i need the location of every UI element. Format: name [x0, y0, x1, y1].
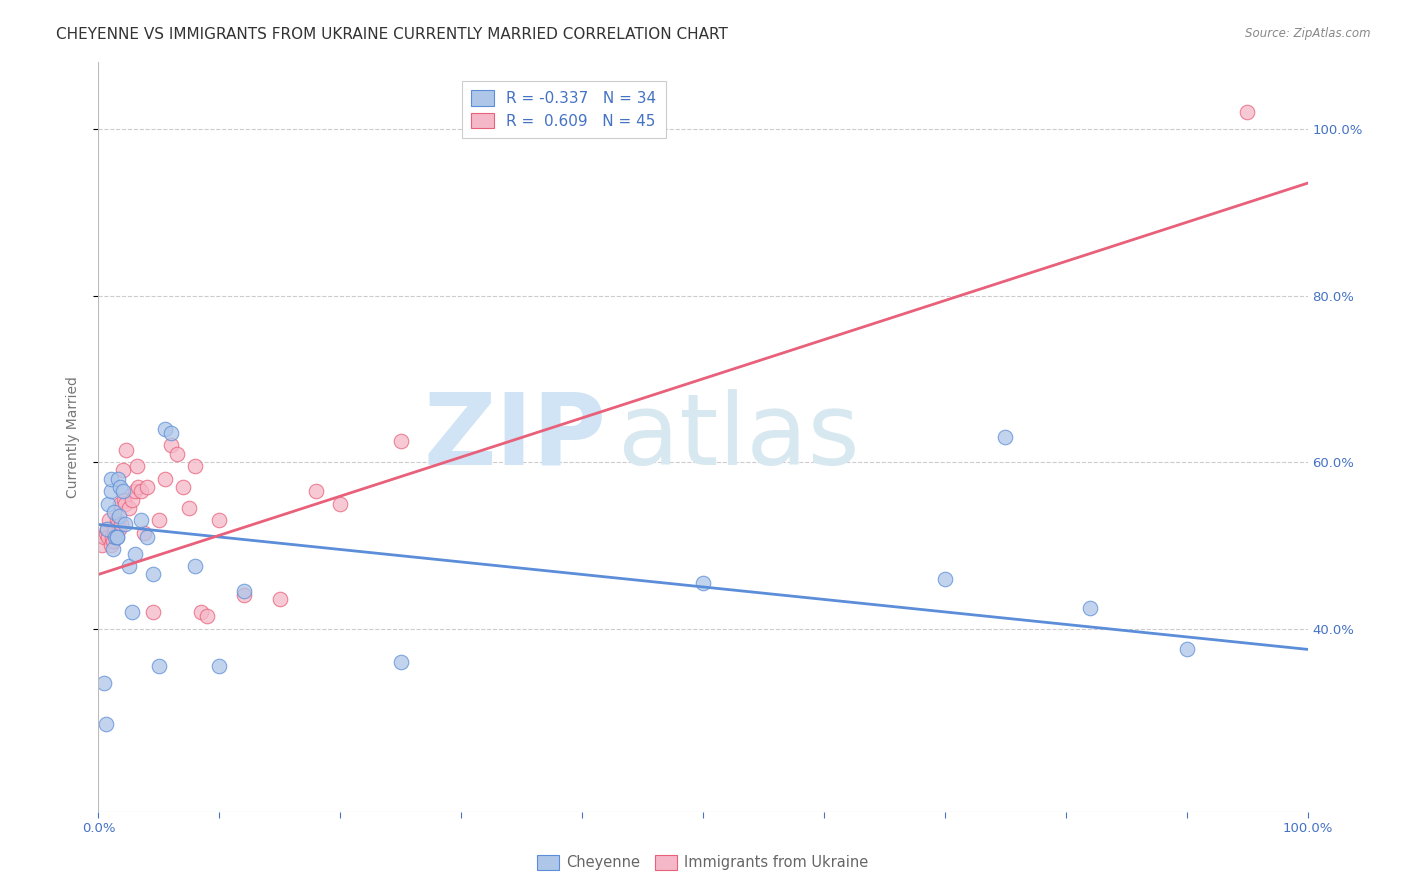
- Legend: Cheyenne, Immigrants from Ukraine: Cheyenne, Immigrants from Ukraine: [531, 848, 875, 876]
- Legend: R = -0.337   N = 34, R =  0.609   N = 45: R = -0.337 N = 34, R = 0.609 N = 45: [463, 81, 666, 137]
- Point: [153, 422, 176, 436]
- Point: [129, 484, 152, 499]
- Point: [103, 505, 125, 519]
- Point: [934, 572, 956, 586]
- Point: [105, 530, 128, 544]
- Point: [110, 517, 132, 532]
- Point: [232, 588, 254, 602]
- Point: [142, 567, 165, 582]
- Point: [389, 434, 412, 449]
- Point: [160, 425, 183, 440]
- Point: [94, 525, 117, 540]
- Point: [114, 497, 136, 511]
- Point: [118, 500, 141, 515]
- Point: [166, 447, 188, 461]
- Point: [1078, 600, 1101, 615]
- Point: [124, 547, 146, 561]
- Point: [179, 500, 201, 515]
- Point: [1236, 105, 1258, 120]
- Text: CHEYENNE VS IMMIGRANTS FROM UKRAINE CURRENTLY MARRIED CORRELATION CHART: CHEYENNE VS IMMIGRANTS FROM UKRAINE CURR…: [56, 27, 728, 42]
- Point: [134, 525, 156, 540]
- Point: [127, 480, 149, 494]
- Point: [107, 472, 129, 486]
- Point: [184, 559, 207, 574]
- Point: [160, 438, 183, 452]
- Point: [100, 530, 122, 544]
- Point: [148, 659, 170, 673]
- Point: [96, 522, 118, 536]
- Point: [93, 675, 115, 690]
- Point: [135, 480, 157, 494]
- Point: [129, 513, 152, 527]
- Point: [389, 655, 412, 669]
- Point: [148, 513, 170, 527]
- Point: [232, 584, 254, 599]
- Point: [692, 575, 714, 590]
- Point: [100, 484, 122, 499]
- Point: [104, 530, 127, 544]
- Point: [135, 530, 157, 544]
- Point: [142, 605, 165, 619]
- Point: [108, 509, 131, 524]
- Point: [103, 525, 125, 540]
- Point: [105, 513, 128, 527]
- Text: ZIP: ZIP: [423, 389, 606, 485]
- Point: [100, 538, 122, 552]
- Point: [108, 480, 131, 494]
- Point: [208, 513, 231, 527]
- Text: Source: ZipAtlas.com: Source: ZipAtlas.com: [1246, 27, 1371, 40]
- Point: [100, 472, 122, 486]
- Point: [208, 659, 231, 673]
- Point: [305, 484, 328, 499]
- Point: [195, 609, 218, 624]
- Point: [184, 459, 207, 474]
- Text: atlas: atlas: [619, 389, 860, 485]
- Point: [329, 497, 352, 511]
- Point: [114, 517, 136, 532]
- Point: [127, 459, 149, 474]
- Point: [121, 605, 143, 619]
- Point: [105, 530, 128, 544]
- Point: [118, 559, 141, 574]
- Point: [112, 492, 135, 507]
- Point: [121, 492, 143, 507]
- Point: [91, 538, 114, 552]
- Point: [101, 542, 124, 557]
- Point: [190, 605, 212, 619]
- Point: [172, 480, 194, 494]
- Point: [96, 522, 118, 536]
- Point: [104, 522, 127, 536]
- Point: [994, 430, 1017, 444]
- Point: [97, 497, 120, 511]
- Point: [93, 530, 115, 544]
- Y-axis label: Currently Married: Currently Married: [66, 376, 80, 498]
- Point: [97, 530, 120, 544]
- Point: [107, 517, 129, 532]
- Point: [98, 513, 121, 527]
- Point: [108, 497, 131, 511]
- Point: [101, 534, 124, 549]
- Point: [1175, 642, 1198, 657]
- Point: [269, 592, 291, 607]
- Point: [115, 442, 138, 457]
- Point: [94, 717, 117, 731]
- Point: [108, 522, 131, 536]
- Point: [111, 484, 134, 499]
- Point: [124, 484, 146, 499]
- Point: [111, 463, 134, 477]
- Point: [153, 472, 176, 486]
